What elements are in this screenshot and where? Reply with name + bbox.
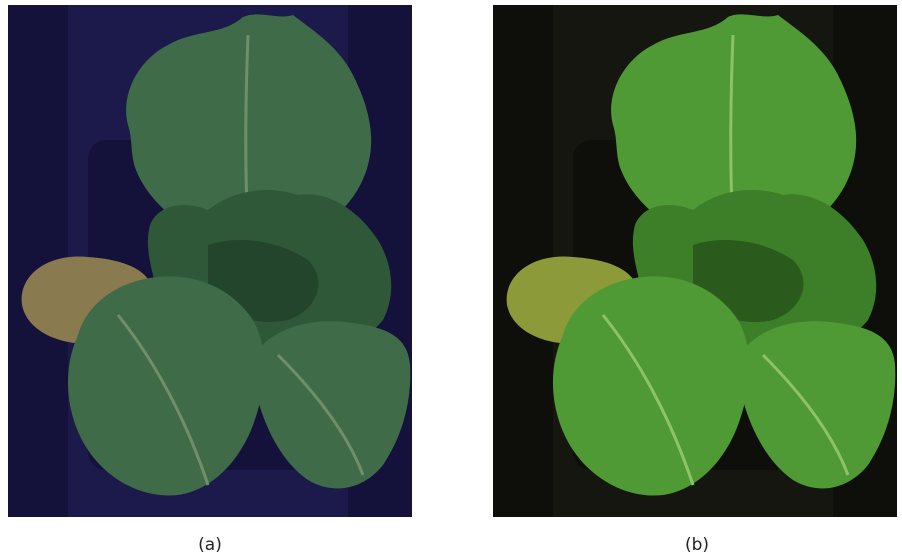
image-panel-b [493, 5, 897, 517]
image-panel-a [8, 5, 412, 517]
caption: (b) [685, 535, 709, 555]
figure: (a) (b) [0, 0, 902, 557]
caption: (a) [198, 535, 222, 555]
